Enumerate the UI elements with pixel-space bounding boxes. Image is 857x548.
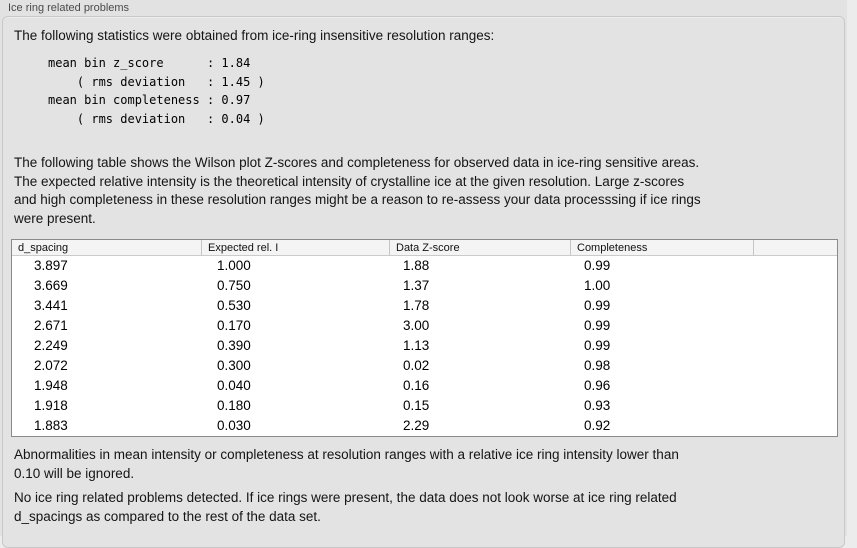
table-cell: 1.883: [34, 418, 68, 433]
table-cell: 0.390: [217, 338, 251, 353]
table-row[interactable]: 1.883 0.030 2.29 0.92: [12, 416, 837, 436]
table-cell: 2.072: [34, 358, 68, 373]
text-line: ( rms deviation : 0.04 ): [48, 111, 265, 126]
table-cell: 3.897: [34, 258, 68, 273]
table-cell: 0.040: [217, 378, 251, 393]
table-cell: 2.29: [403, 418, 430, 433]
table-cell: 0.93: [584, 398, 611, 413]
table-header-row: d_spacing Expected rel. I Data Z-score Comp…: [12, 240, 837, 256]
table-cell: 1.948: [34, 378, 68, 393]
text-line: were present.: [14, 210, 96, 226]
table-row[interactable]: 2.249 0.390 1.13 0.99: [12, 336, 837, 356]
table-cell: 0.02: [403, 358, 430, 373]
column-header[interactable]: Data Z-score: [390, 240, 571, 255]
intro-text: The following statistics were obtained f…: [14, 28, 495, 43]
table-cell: 1.918: [34, 398, 68, 413]
table-body: 3.897 1.000 1.88 0.99 3.669 0.750 1.37 1.00 3.44…: [12, 256, 837, 436]
table-cell: 1.37: [403, 278, 430, 293]
description-text: The following table shows the Wilson plo…: [14, 154, 701, 228]
table-cell: 0.180: [217, 398, 251, 413]
text-line: d_spacings as compared to the rest of th…: [14, 508, 321, 524]
table-cell: 0.300: [217, 358, 251, 373]
table-cell: 3.00: [403, 318, 430, 333]
table-cell: 1.000: [217, 258, 251, 273]
table-row[interactable]: 2.671 0.170 3.00 0.99: [12, 316, 837, 336]
table-cell: 1.00: [584, 278, 611, 293]
table-cell: 1.78: [403, 298, 430, 313]
table-cell: 3.441: [34, 298, 68, 313]
table-cell: 3.669: [34, 278, 68, 293]
text-line: mean bin completeness : 0.97: [48, 93, 251, 108]
table-row[interactable]: 2.072 0.300 0.02 0.98: [12, 356, 837, 376]
table-row[interactable]: 3.669 0.750 1.37 1.00: [12, 276, 837, 296]
table-cell: [754, 356, 837, 376]
table-cell: 1.88: [403, 258, 430, 273]
table-cell: 0.030: [217, 418, 251, 433]
table-cell: 0.92: [584, 418, 611, 433]
table-cell: [754, 316, 837, 336]
table-cell: 0.99: [584, 298, 611, 313]
table-cell: [754, 416, 837, 436]
text-line: and high completeness in these resolutio…: [14, 192, 701, 207]
text-line: No ice ring related problems detected. I…: [14, 490, 677, 505]
table-cell: 0.16: [403, 378, 430, 393]
table-cell: [754, 336, 837, 356]
text-line: Abnormalities in mean intensity or compl…: [14, 447, 679, 462]
table-row[interactable]: 3.441 0.530 1.78 0.99: [12, 296, 837, 316]
table-cell: 2.671: [34, 318, 68, 333]
table-cell: 0.99: [584, 318, 611, 333]
table-row[interactable]: 1.948 0.040 0.16 0.96: [12, 376, 837, 396]
table-cell: 0.750: [217, 278, 251, 293]
table-row[interactable]: 1.918 0.180 0.15 0.93: [12, 396, 837, 416]
table-row[interactable]: 3.897 1.000 1.88 0.99: [12, 256, 837, 276]
table-cell: 0.98: [584, 358, 611, 373]
table-cell: [754, 396, 837, 416]
panel-title: Ice ring related problems: [8, 2, 130, 14]
table-cell: [754, 276, 837, 296]
column-header[interactable]: d_spacing: [12, 240, 202, 255]
table-cell: 2.249: [34, 338, 68, 353]
table-cell: 0.99: [584, 258, 611, 273]
text-line: ( rms deviation : 1.45 ): [48, 74, 265, 89]
table-cell: 0.15: [403, 398, 430, 413]
table-cell: [754, 256, 837, 276]
ice-ring-table: d_spacing Expected rel. I Data Z-score Comp…: [11, 239, 838, 437]
table-cell: 0.96: [584, 378, 611, 393]
table-cell: [754, 296, 837, 316]
text-line: The following table shows the Wilson plo…: [14, 155, 700, 170]
table-cell: 0.170: [217, 318, 251, 333]
column-header[interactable]: [754, 240, 837, 255]
text-line: mean bin z_score : 1.84: [48, 56, 251, 70]
table-cell: 0.99: [584, 338, 611, 353]
column-header[interactable]: Completeness: [571, 240, 754, 255]
table-cell: 0.530: [217, 298, 251, 313]
column-header[interactable]: Expected rel. I: [202, 240, 390, 255]
table-cell: [754, 376, 837, 396]
text-line: 0.10 will be ignored.: [14, 465, 135, 481]
note-text: Abnormalities in mean intensity or compl…: [14, 446, 679, 483]
text-line: The expected relative intensity is the t…: [14, 173, 685, 189]
stats-block: mean bin z_score : 1.84 ( rms deviation …: [48, 54, 265, 128]
table-cell: 1.13: [403, 338, 430, 353]
conclusion-text: No ice ring related problems detected. I…: [14, 489, 677, 526]
